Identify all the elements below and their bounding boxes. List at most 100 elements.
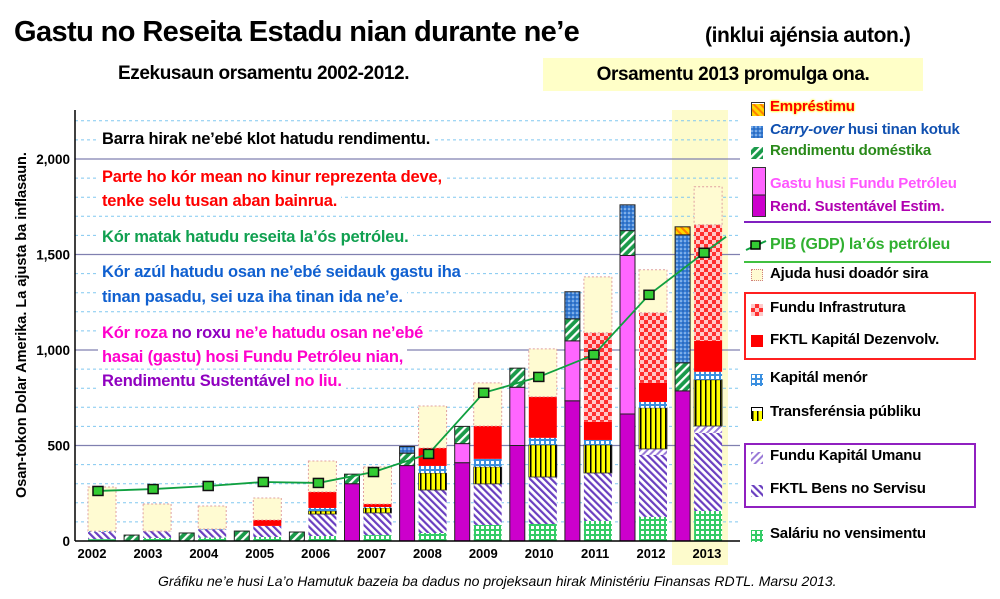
expenditure-bar-transferensia-2010 [528, 444, 558, 478]
expenditure-bar-fktl_kapital-2006 [308, 491, 337, 508]
x-tick-label: 2010 [525, 546, 554, 561]
expenditure-bar-kapital_menor-2008 [418, 465, 447, 474]
expenditure-bar-ajuda-2011 [583, 276, 613, 334]
revenue-bar-carry_over-2008 [399, 445, 416, 454]
expenditure-bar-transferensia-2009 [473, 466, 503, 485]
expenditure-bar-ajuda-2005 [252, 497, 282, 521]
x-tick-label: 2004 [189, 546, 219, 561]
kapital-menor-swatch-icon [751, 373, 763, 386]
revenue-bar-domestic-2011 [564, 318, 581, 342]
annotation-pink-1b: no roxu [167, 324, 231, 342]
legend-carry-over-a: Carry-over [770, 121, 844, 138]
x-tick-label: 2013 [692, 546, 721, 561]
expenditure-bar-salariu-2005 [253, 536, 282, 541]
annotation-red-1: Parte ho kór mean no kinur reprezenta de… [98, 168, 446, 187]
expenditure-bar-bens-2013 [694, 432, 723, 512]
y-tick-label: 500 [47, 439, 70, 454]
annotation-pink-1a: Kór roza [102, 324, 168, 342]
expenditure-bar-salariu-2008 [418, 532, 447, 541]
expenditure-bar-salariu-2011 [583, 520, 612, 541]
gdp-point-2005 [257, 476, 270, 488]
chart-subtitle-highlight: Orsamentu 2013 promulga ona. [543, 58, 923, 91]
revenue-bar-rend_sustentavel-2013 [674, 390, 691, 542]
annotation-blue-1: Kór azúl hatudu osan ne’ebé seidauk gast… [98, 263, 465, 282]
annotation-red-2: tenke selu tusan aban bainrua. [98, 192, 342, 211]
annotation-pink-2: hasai (gastu) hosi Fundu Petróleu nian, [98, 348, 408, 367]
expenditure-bar-ajuda-2008 [418, 405, 448, 449]
expenditure-bar-kapital_menor-2006 [308, 507, 337, 512]
expenditure-bar-bens-2005 [253, 525, 282, 537]
expenditure-bar-bens-2003 [143, 531, 172, 538]
expenditure-bar-infra-2011 [583, 332, 612, 422]
y-tick-label: 1,000 [36, 343, 70, 358]
infra-swatch-icon [751, 303, 763, 316]
umanu-swatch-icon [751, 451, 763, 464]
legend-box-human-capital [744, 443, 976, 508]
expenditure-bar-infra-2012 [639, 312, 667, 383]
annotation-pink-1c: ne’e hatudu osan ne’ebé [230, 324, 424, 342]
expenditure-bar-fktl_kapital-2013 [694, 340, 723, 372]
revenue-bar-carry_over-2011 [564, 291, 581, 320]
expenditure-bar-salariu-2004 [198, 537, 227, 541]
transferensia-swatch-icon [751, 407, 763, 421]
expenditure-bar-bens-2012 [639, 454, 667, 517]
legend-divider-green [744, 261, 991, 263]
expenditure-bar-kapital_menor-2011 [583, 439, 612, 445]
expenditure-bar-bens-2010 [528, 477, 557, 525]
expenditure-bar-salariu-2012 [639, 516, 667, 541]
gdp-point-2004 [202, 480, 214, 492]
expenditure-bar-fktl_kapital-2011 [583, 421, 612, 440]
legend-salariu: Saláriu no vensimentu [770, 525, 926, 542]
expenditure-bar-kapital_menor-2010 [528, 437, 557, 445]
expenditure-bar-transferensia-2013 [693, 379, 723, 427]
legend-emprestimu: Empréstimu [770, 98, 855, 115]
expenditure-bar-kapital_menor-2002 [88, 531, 116, 533]
expenditure-bar-transferensia-2008 [418, 472, 448, 491]
expenditure-bar-salariu-2003 [143, 537, 172, 541]
expenditure-bar-salariu-2009 [473, 524, 502, 541]
revenue-bar-rend_sustentavel-2011 [564, 400, 581, 542]
annotation-pink-1: Kór roza no roxu ne’e hatudu osan ne’ebé [98, 324, 428, 343]
revenue-bar-domestic-2013 [674, 362, 691, 392]
x-tick-label: 2002 [78, 546, 107, 561]
expenditure-bar-kapital_menor-2012 [639, 401, 667, 408]
legend-kapital-menor: Kapitál menór [770, 369, 868, 386]
legend-carry-over-b: husi tinan kotuk [843, 121, 960, 138]
gdp-swatch-icon [745, 238, 767, 257]
legend-gdp: PIB (GDP) la’ós petróleu [770, 236, 951, 253]
revenue-bar-gastu_fundu-2011 [564, 340, 581, 402]
expenditure-bar-salariu-2002 [88, 539, 116, 541]
expenditure-bar-fktl_kapital-2005 [253, 519, 282, 526]
revenue-bar-gastu_fundu-2010 [509, 386, 526, 446]
x-tick-label: 2009 [469, 546, 498, 561]
revenue-bar-domestic-2007 [344, 473, 360, 485]
expenditure-bar-bens-2004 [198, 529, 227, 538]
x-tick-label: 2012 [637, 546, 666, 561]
gdp-point-2011 [588, 349, 600, 361]
expenditure-bar-transferensia-2012 [638, 407, 668, 450]
expenditure-bar-transferensia-2007 [363, 507, 392, 514]
x-tick-label: 2007 [357, 546, 386, 561]
revenue-bar-gastu_fundu-2009 [454, 443, 471, 464]
expenditure-bar-umanu-2012 [639, 448, 667, 455]
oil-fund-swatch-icon [752, 167, 766, 217]
chart-title: Gastu no Reseita Estadu nian durante ne’… [14, 16, 580, 48]
expenditure-bar-bens-2011 [583, 473, 612, 521]
legend-ajuda: Ajuda husi doadór sira [770, 265, 929, 282]
expenditure-bar-transferensia-2006 [307, 510, 337, 515]
revenue-bar-rend_sustentavel-2007 [344, 483, 360, 542]
gdp-point-2008 [422, 448, 435, 460]
x-tick-label: 2003 [133, 546, 162, 561]
y-tick-label: 1,500 [36, 248, 70, 263]
x-tick-label: 2005 [245, 546, 274, 561]
expenditure-bar-umanu-2013 [694, 426, 723, 433]
expenditure-bar-bens-2002 [88, 532, 116, 540]
legend-divider-purple [744, 221, 991, 223]
expenditure-bar-ajuda-2013 [693, 186, 723, 226]
legend-bens: FKTL Bens no Servisu [770, 480, 926, 497]
revenue-bar-emprestimu-2013 [674, 226, 691, 236]
revenue-bar-carry_over-2013 [674, 234, 691, 364]
legend-fktl-kapital: FKTL Kapitál Dezenvolv. [770, 331, 940, 348]
revenue-bar-rend_sustentavel-2012 [619, 413, 636, 542]
expenditure-bar-kapital_menor-2013 [694, 371, 723, 380]
